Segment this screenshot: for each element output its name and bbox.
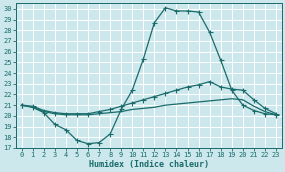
X-axis label: Humidex (Indice chaleur): Humidex (Indice chaleur)	[89, 159, 209, 169]
